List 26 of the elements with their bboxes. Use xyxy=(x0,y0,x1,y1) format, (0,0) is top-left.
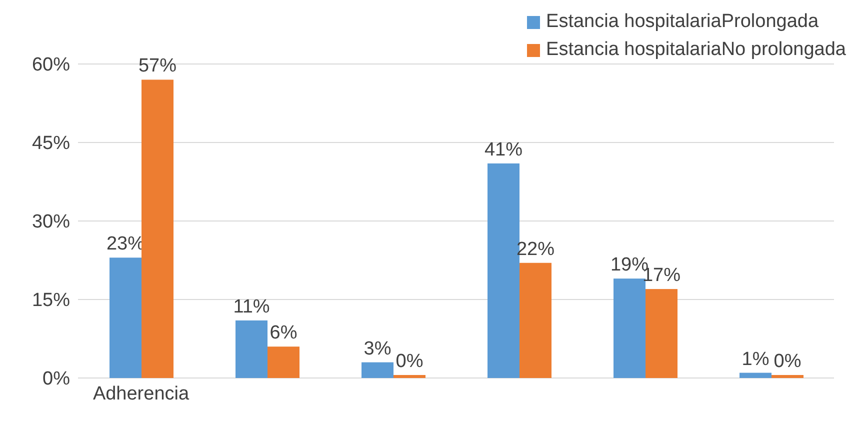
legend-label: Estancia hospitalariaProlongada xyxy=(546,10,819,34)
bar xyxy=(268,346,300,378)
y-tick-label: 15% xyxy=(32,290,70,312)
data-label: 3% xyxy=(364,338,392,360)
y-tick-label: 0% xyxy=(42,368,70,390)
y-tick-label: 30% xyxy=(32,212,70,233)
data-label: 0% xyxy=(774,351,802,372)
y-tick-label: 60% xyxy=(32,54,70,76)
data-label: 57% xyxy=(138,56,177,77)
bar xyxy=(362,362,394,378)
bar xyxy=(520,262,552,378)
data-label: 11% xyxy=(233,296,270,318)
data-label: 6% xyxy=(270,322,298,344)
x-tick-label: Adherencia xyxy=(92,383,190,404)
bar xyxy=(110,258,142,378)
data-label: 1% xyxy=(742,348,770,370)
bar xyxy=(646,289,678,378)
bar xyxy=(740,372,772,378)
data-label: 41% xyxy=(484,139,523,160)
bar xyxy=(142,80,174,378)
bar xyxy=(614,278,646,378)
y-tick-label: 45% xyxy=(32,133,70,154)
data-label: 0% xyxy=(396,351,424,372)
legend-label: Estancia hospitalariaNo prolongada xyxy=(546,38,846,62)
bar xyxy=(488,163,520,378)
bar xyxy=(236,320,268,378)
